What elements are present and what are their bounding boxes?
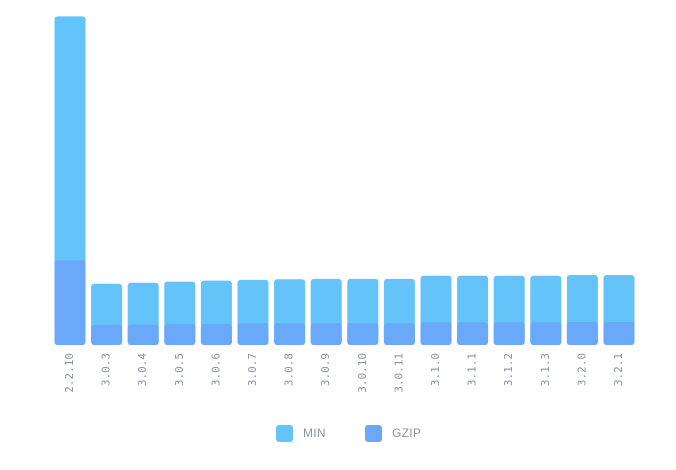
bar-gzip-3-0-10[interactable] bbox=[347, 323, 379, 345]
x-tick-label-3-0-9: 3.0.9 bbox=[319, 353, 332, 386]
bar-gzip-3-2-1[interactable] bbox=[603, 321, 635, 345]
x-tick-label-3-1-3: 3.1.3 bbox=[539, 353, 552, 386]
x-tick-label-3-2-1: 3.2.1 bbox=[612, 353, 625, 386]
bar-gzip-3-1-3[interactable] bbox=[530, 322, 562, 345]
x-tick-label-3-2-0: 3.2.0 bbox=[575, 353, 588, 386]
bar-gzip-3-0-7[interactable] bbox=[237, 323, 269, 345]
x-tick-label-3-0-8: 3.0.8 bbox=[283, 353, 296, 386]
x-tick-label-3-0-7: 3.0.7 bbox=[246, 353, 259, 386]
x-tick-label-3-1-1: 3.1.1 bbox=[466, 353, 479, 386]
bar-gzip-3-0-9[interactable] bbox=[310, 323, 342, 345]
x-tick-label-3-0-11: 3.0.11 bbox=[392, 353, 405, 393]
x-axis-tick-labels: 2.2.10 3.0.3 3.0.4 3.0.5 3.0.6 3.0.7 3.0.8 3.0.… bbox=[63, 353, 625, 393]
x-tick-label-3-1-0: 3.1.0 bbox=[429, 353, 442, 386]
legend-label-min: MIN bbox=[303, 426, 326, 440]
bar-gzip-3-0-3[interactable] bbox=[91, 324, 123, 345]
bar-gzip-3-0-5[interactable] bbox=[164, 324, 196, 345]
x-tick-label-2-2-10: 2.2.10 bbox=[63, 353, 76, 393]
x-tick-label-3-0-10: 3.0.10 bbox=[356, 353, 369, 393]
bar-gzip-2-2-10[interactable] bbox=[54, 260, 86, 345]
legend-label-gzip: GZIP bbox=[392, 426, 422, 440]
bar-gzip-3-0-6[interactable] bbox=[200, 324, 232, 345]
bar-gzip-3-1-2[interactable] bbox=[493, 322, 525, 345]
bars-group bbox=[54, 16, 635, 345]
bar-gzip-3-2-0[interactable] bbox=[566, 321, 598, 345]
x-tick-label-3-0-6: 3.0.6 bbox=[209, 353, 222, 386]
bar-gzip-3-1-0[interactable] bbox=[420, 322, 452, 345]
x-tick-label-3-0-4: 3.0.4 bbox=[136, 353, 149, 386]
bar-chart: 2.2.10 3.0.3 3.0.4 3.0.5 3.0.6 3.0.7 3.0.8 3.0.… bbox=[54, 16, 635, 393]
bar-gzip-3-1-1[interactable] bbox=[457, 322, 489, 345]
legend-item-min[interactable]: MIN bbox=[276, 424, 326, 442]
legend-swatch-min bbox=[276, 424, 293, 442]
x-tick-label-3-1-2: 3.1.2 bbox=[502, 353, 515, 386]
bar-gzip-3-0-4[interactable] bbox=[127, 324, 159, 345]
legend-item-gzip[interactable]: GZIP bbox=[365, 424, 421, 442]
x-tick-label-3-0-5: 3.0.5 bbox=[173, 353, 186, 386]
legend: MIN GZIP bbox=[0, 424, 676, 444]
legend-swatch-gzip bbox=[365, 424, 382, 442]
bar-gzip-3-0-8[interactable] bbox=[274, 323, 306, 345]
bar-gzip-3-0-11[interactable] bbox=[383, 323, 415, 345]
x-tick-label-3-0-3: 3.0.3 bbox=[100, 353, 113, 386]
